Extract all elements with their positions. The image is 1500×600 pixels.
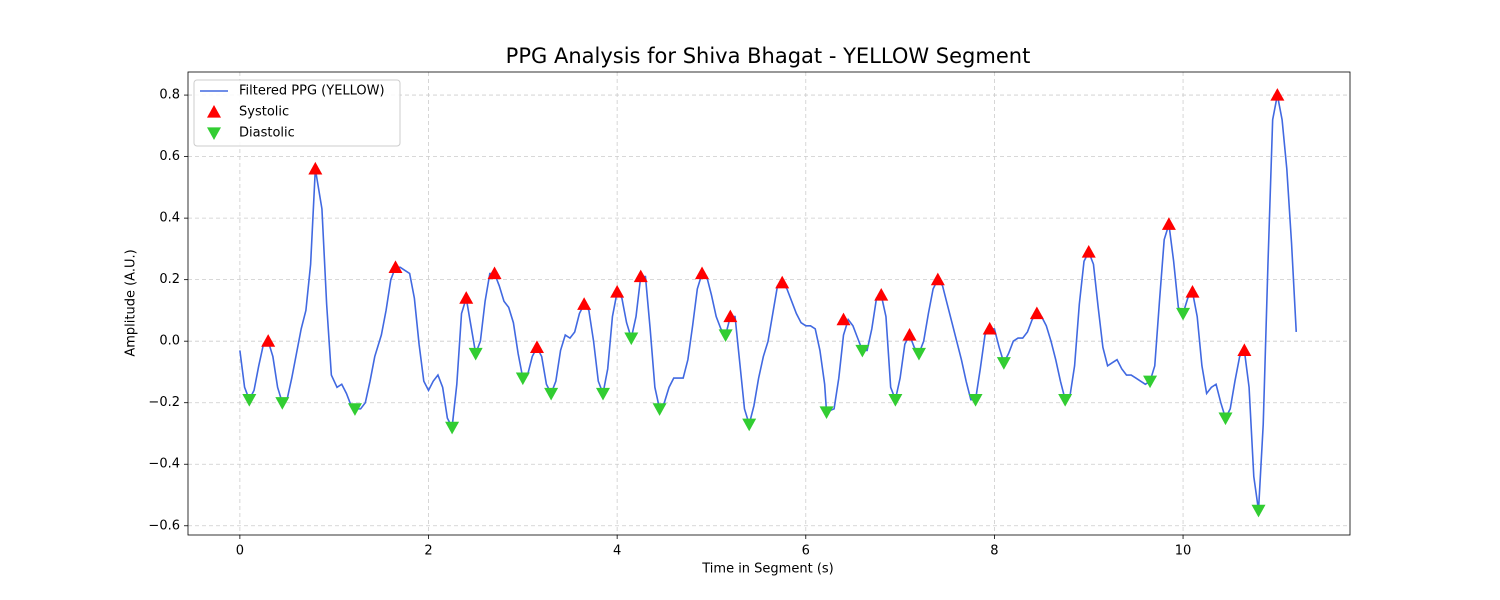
diastolic-marker bbox=[275, 397, 290, 410]
diastolic-marker bbox=[742, 418, 757, 432]
systolic-marker bbox=[1270, 88, 1285, 101]
systolic-marker bbox=[902, 328, 917, 341]
legend-swatch bbox=[207, 127, 221, 140]
systolic-marker bbox=[308, 161, 323, 175]
systolic-marker bbox=[459, 291, 474, 304]
y-axis-label: Amplitude (A.U.) bbox=[124, 249, 139, 356]
diastolic-marker bbox=[242, 394, 257, 407]
y-tick-label: 0.8 bbox=[159, 88, 180, 103]
diastolic-marker bbox=[515, 372, 530, 386]
legend-box bbox=[193, 79, 401, 147]
diastolic-marker bbox=[1251, 504, 1266, 518]
diastolic-marker bbox=[718, 329, 733, 343]
systolic-marker bbox=[1029, 306, 1044, 320]
systolic-marker bbox=[577, 297, 592, 310]
diastolic-marker bbox=[996, 357, 1011, 370]
systolic-marker bbox=[1237, 343, 1252, 357]
diastolic-marker bbox=[968, 394, 983, 407]
x-tick-label: 2 bbox=[424, 544, 432, 559]
x-tick-label: 0 bbox=[236, 544, 244, 559]
systolic-marker bbox=[723, 309, 738, 323]
systolic-marker bbox=[1185, 284, 1200, 298]
y-tick-label: 0.4 bbox=[159, 211, 180, 226]
legend-label: Diastolic bbox=[239, 126, 295, 141]
diastolic-marker bbox=[347, 403, 362, 416]
diastolic-marker bbox=[445, 421, 460, 435]
x-tick-label: 8 bbox=[990, 544, 998, 559]
systolic-marker bbox=[1081, 244, 1096, 258]
systolic-marker bbox=[610, 284, 625, 298]
diastolic-marker bbox=[1218, 412, 1233, 426]
systolic-marker bbox=[487, 266, 502, 280]
systolic-marker bbox=[874, 288, 889, 301]
y-tick-label: −0.4 bbox=[148, 457, 180, 472]
y-tick-label: 0.6 bbox=[159, 149, 180, 164]
diastolic-marker bbox=[624, 332, 639, 346]
diastolic-marker bbox=[544, 387, 559, 401]
diastolic-marker bbox=[888, 394, 903, 407]
diastolic-marker bbox=[1143, 375, 1158, 389]
systolic-marker bbox=[633, 269, 648, 283]
diastolic-marker bbox=[1176, 307, 1191, 321]
systolic-marker bbox=[695, 266, 710, 280]
legend-label: Systolic bbox=[239, 105, 289, 120]
diastolic-marker bbox=[652, 403, 667, 416]
diastolic-marker bbox=[855, 344, 870, 358]
systolic-marker bbox=[982, 321, 997, 335]
legend-label: Filtered PPG (YELLOW) bbox=[239, 84, 385, 99]
y-tick-label: −0.6 bbox=[148, 518, 180, 533]
x-tick-label: 4 bbox=[613, 544, 621, 559]
legend-swatch bbox=[207, 105, 221, 118]
systolic-marker bbox=[836, 312, 851, 326]
plot-frame bbox=[187, 71, 1351, 536]
diastolic-marker bbox=[1058, 394, 1073, 407]
x-tick-label: 6 bbox=[802, 544, 810, 559]
y-tick-label: −0.2 bbox=[148, 395, 180, 410]
systolic-marker bbox=[388, 260, 403, 273]
diastolic-marker bbox=[911, 347, 926, 361]
y-tick-label: 0.2 bbox=[159, 272, 180, 287]
x-tick-label: 10 bbox=[1175, 544, 1192, 559]
systolic-marker bbox=[930, 272, 945, 286]
ppg-line bbox=[239, 94, 1298, 511]
diastolic-marker bbox=[819, 406, 834, 419]
x-axis-label: Time in Segment (s) bbox=[701, 562, 833, 577]
systolic-marker bbox=[261, 334, 276, 347]
diastolic-marker bbox=[468, 347, 483, 361]
diastolic-marker bbox=[596, 387, 610, 401]
chart-title: PPG Analysis for Shiva Bhagat - YELLOW S… bbox=[506, 44, 1031, 68]
systolic-marker bbox=[1161, 217, 1176, 230]
systolic-marker bbox=[775, 275, 790, 289]
y-tick-label: 0.0 bbox=[159, 334, 180, 349]
systolic-marker bbox=[529, 340, 544, 353]
